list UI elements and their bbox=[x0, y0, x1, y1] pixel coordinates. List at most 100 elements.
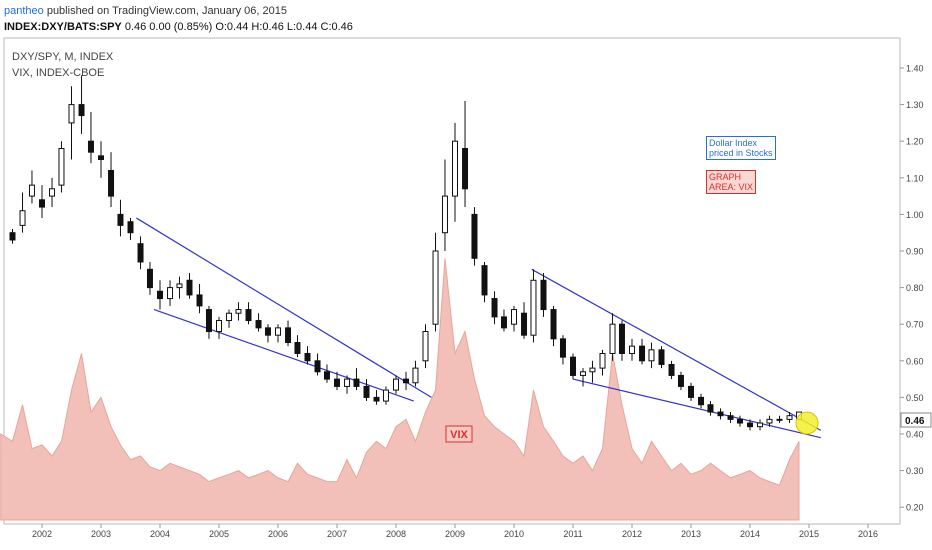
author-link[interactable]: pantheo bbox=[4, 5, 44, 17]
y-tick-label: 1.10 bbox=[906, 173, 924, 183]
candle bbox=[717, 408, 724, 420]
candle bbox=[688, 382, 694, 402]
x-tick-label: 2002 bbox=[32, 529, 52, 539]
vix-label-box bbox=[445, 425, 473, 443]
candle bbox=[98, 141, 104, 178]
dollar-note-line2: priced in Stocks bbox=[709, 148, 773, 158]
candle bbox=[186, 272, 193, 299]
x-tick-label: 2006 bbox=[268, 529, 288, 539]
candle bbox=[618, 320, 625, 361]
candle bbox=[580, 368, 587, 387]
candle bbox=[235, 302, 242, 321]
candle bbox=[314, 353, 321, 376]
legend-primary: DXY/SPY, M, INDEX bbox=[12, 51, 114, 63]
candle bbox=[28, 170, 35, 204]
candle bbox=[127, 218, 134, 241]
candle bbox=[609, 313, 616, 361]
candle bbox=[629, 338, 635, 361]
candle bbox=[78, 75, 85, 134]
current-price-label: 0.46 bbox=[905, 416, 925, 427]
x-tick-label: 2010 bbox=[504, 529, 524, 539]
dollar-index-note: Dollar Index priced in Stocks bbox=[706, 136, 776, 160]
y-tick-label: 1.20 bbox=[906, 137, 924, 147]
ohlc-readout: 0.46 0.00 (0.85%) O:0.44 H:0.46 L:0.44 C… bbox=[121, 21, 353, 33]
candle bbox=[157, 280, 163, 310]
vix-area bbox=[0, 258, 800, 521]
trendline-layer bbox=[136, 217, 822, 439]
candle bbox=[441, 159, 448, 251]
graph-note-line1: GRAPH bbox=[709, 172, 742, 182]
candle bbox=[757, 419, 764, 431]
trendline-upper-2010 bbox=[531, 268, 822, 431]
dollar-note-line1: Dollar Index bbox=[709, 138, 758, 148]
candle bbox=[471, 207, 478, 266]
candle-layer bbox=[9, 75, 802, 431]
vix-label: VIX bbox=[450, 429, 468, 441]
y-tick-label: 0.60 bbox=[906, 356, 924, 366]
candle bbox=[403, 371, 410, 391]
candle bbox=[87, 111, 94, 164]
current-price-marker bbox=[900, 412, 932, 428]
x-tick-label: 2003 bbox=[91, 529, 111, 539]
x-tick-label: 2004 bbox=[150, 529, 170, 539]
candle bbox=[432, 232, 439, 332]
candle bbox=[393, 375, 399, 394]
x-tick-label: 2016 bbox=[858, 529, 878, 539]
candle bbox=[275, 324, 281, 343]
y-axis: 1.40 1.30 1.20 1.10 1.00 0.90 0.80 0.70 0.60 0.50… bbox=[900, 64, 924, 513]
x-tick-label: 2012 bbox=[622, 529, 642, 539]
candle bbox=[39, 185, 45, 219]
legend-vix: VIX, INDEX-CBOE bbox=[12, 67, 105, 79]
candle bbox=[500, 309, 507, 332]
candle bbox=[353, 368, 360, 391]
candle bbox=[668, 360, 675, 380]
candle bbox=[49, 177, 56, 208]
candle bbox=[570, 353, 576, 380]
candle bbox=[462, 100, 469, 208]
y-tick-label: 1.40 bbox=[906, 64, 924, 74]
candle bbox=[167, 280, 174, 306]
y-tick-label: 0.40 bbox=[906, 430, 924, 440]
trendline-lower-2003 bbox=[153, 308, 414, 402]
candle bbox=[412, 360, 419, 387]
candle bbox=[491, 291, 498, 325]
candle bbox=[452, 122, 458, 222]
candle bbox=[285, 320, 292, 347]
graph-note-line2: AREA: VIX bbox=[709, 182, 754, 192]
candle bbox=[589, 360, 596, 383]
candle bbox=[540, 272, 547, 317]
x-tick-label: 2015 bbox=[799, 529, 819, 539]
symbol-label: INDEX:DXY/BATS:SPY bbox=[4, 21, 122, 33]
x-tick-label: 2009 bbox=[445, 529, 465, 539]
candle bbox=[481, 261, 488, 303]
candle bbox=[334, 371, 340, 391]
candle bbox=[677, 371, 684, 391]
candle bbox=[530, 269, 537, 343]
candle bbox=[599, 349, 606, 376]
y-tick-label: 0.30 bbox=[906, 466, 924, 476]
candle bbox=[294, 335, 301, 358]
candle bbox=[58, 141, 65, 193]
x-tick-label: 2011 bbox=[563, 529, 582, 539]
candle bbox=[9, 229, 16, 244]
candle bbox=[226, 309, 233, 328]
y-tick-label: 0.50 bbox=[906, 393, 924, 403]
candle bbox=[196, 283, 203, 314]
y-tick-label: 1.00 bbox=[906, 210, 924, 220]
candle bbox=[727, 412, 734, 424]
plot-frame bbox=[3, 37, 901, 525]
published-text: published on TradingView.com, January 06… bbox=[43, 5, 287, 17]
candle bbox=[255, 313, 262, 332]
x-axis: 2002 2003 2004 2005 2006 2007 2008 2009 2010 2011… bbox=[32, 524, 878, 539]
candle bbox=[776, 415, 783, 424]
candle bbox=[747, 419, 753, 431]
candle bbox=[382, 386, 389, 405]
candle bbox=[559, 335, 566, 365]
candle bbox=[648, 342, 655, 369]
x-tick-label: 2008 bbox=[386, 529, 406, 539]
candle bbox=[698, 393, 705, 409]
candle bbox=[323, 364, 330, 383]
x-tick-label: 2014 bbox=[740, 529, 760, 539]
x-tick-label: 2005 bbox=[209, 529, 229, 539]
